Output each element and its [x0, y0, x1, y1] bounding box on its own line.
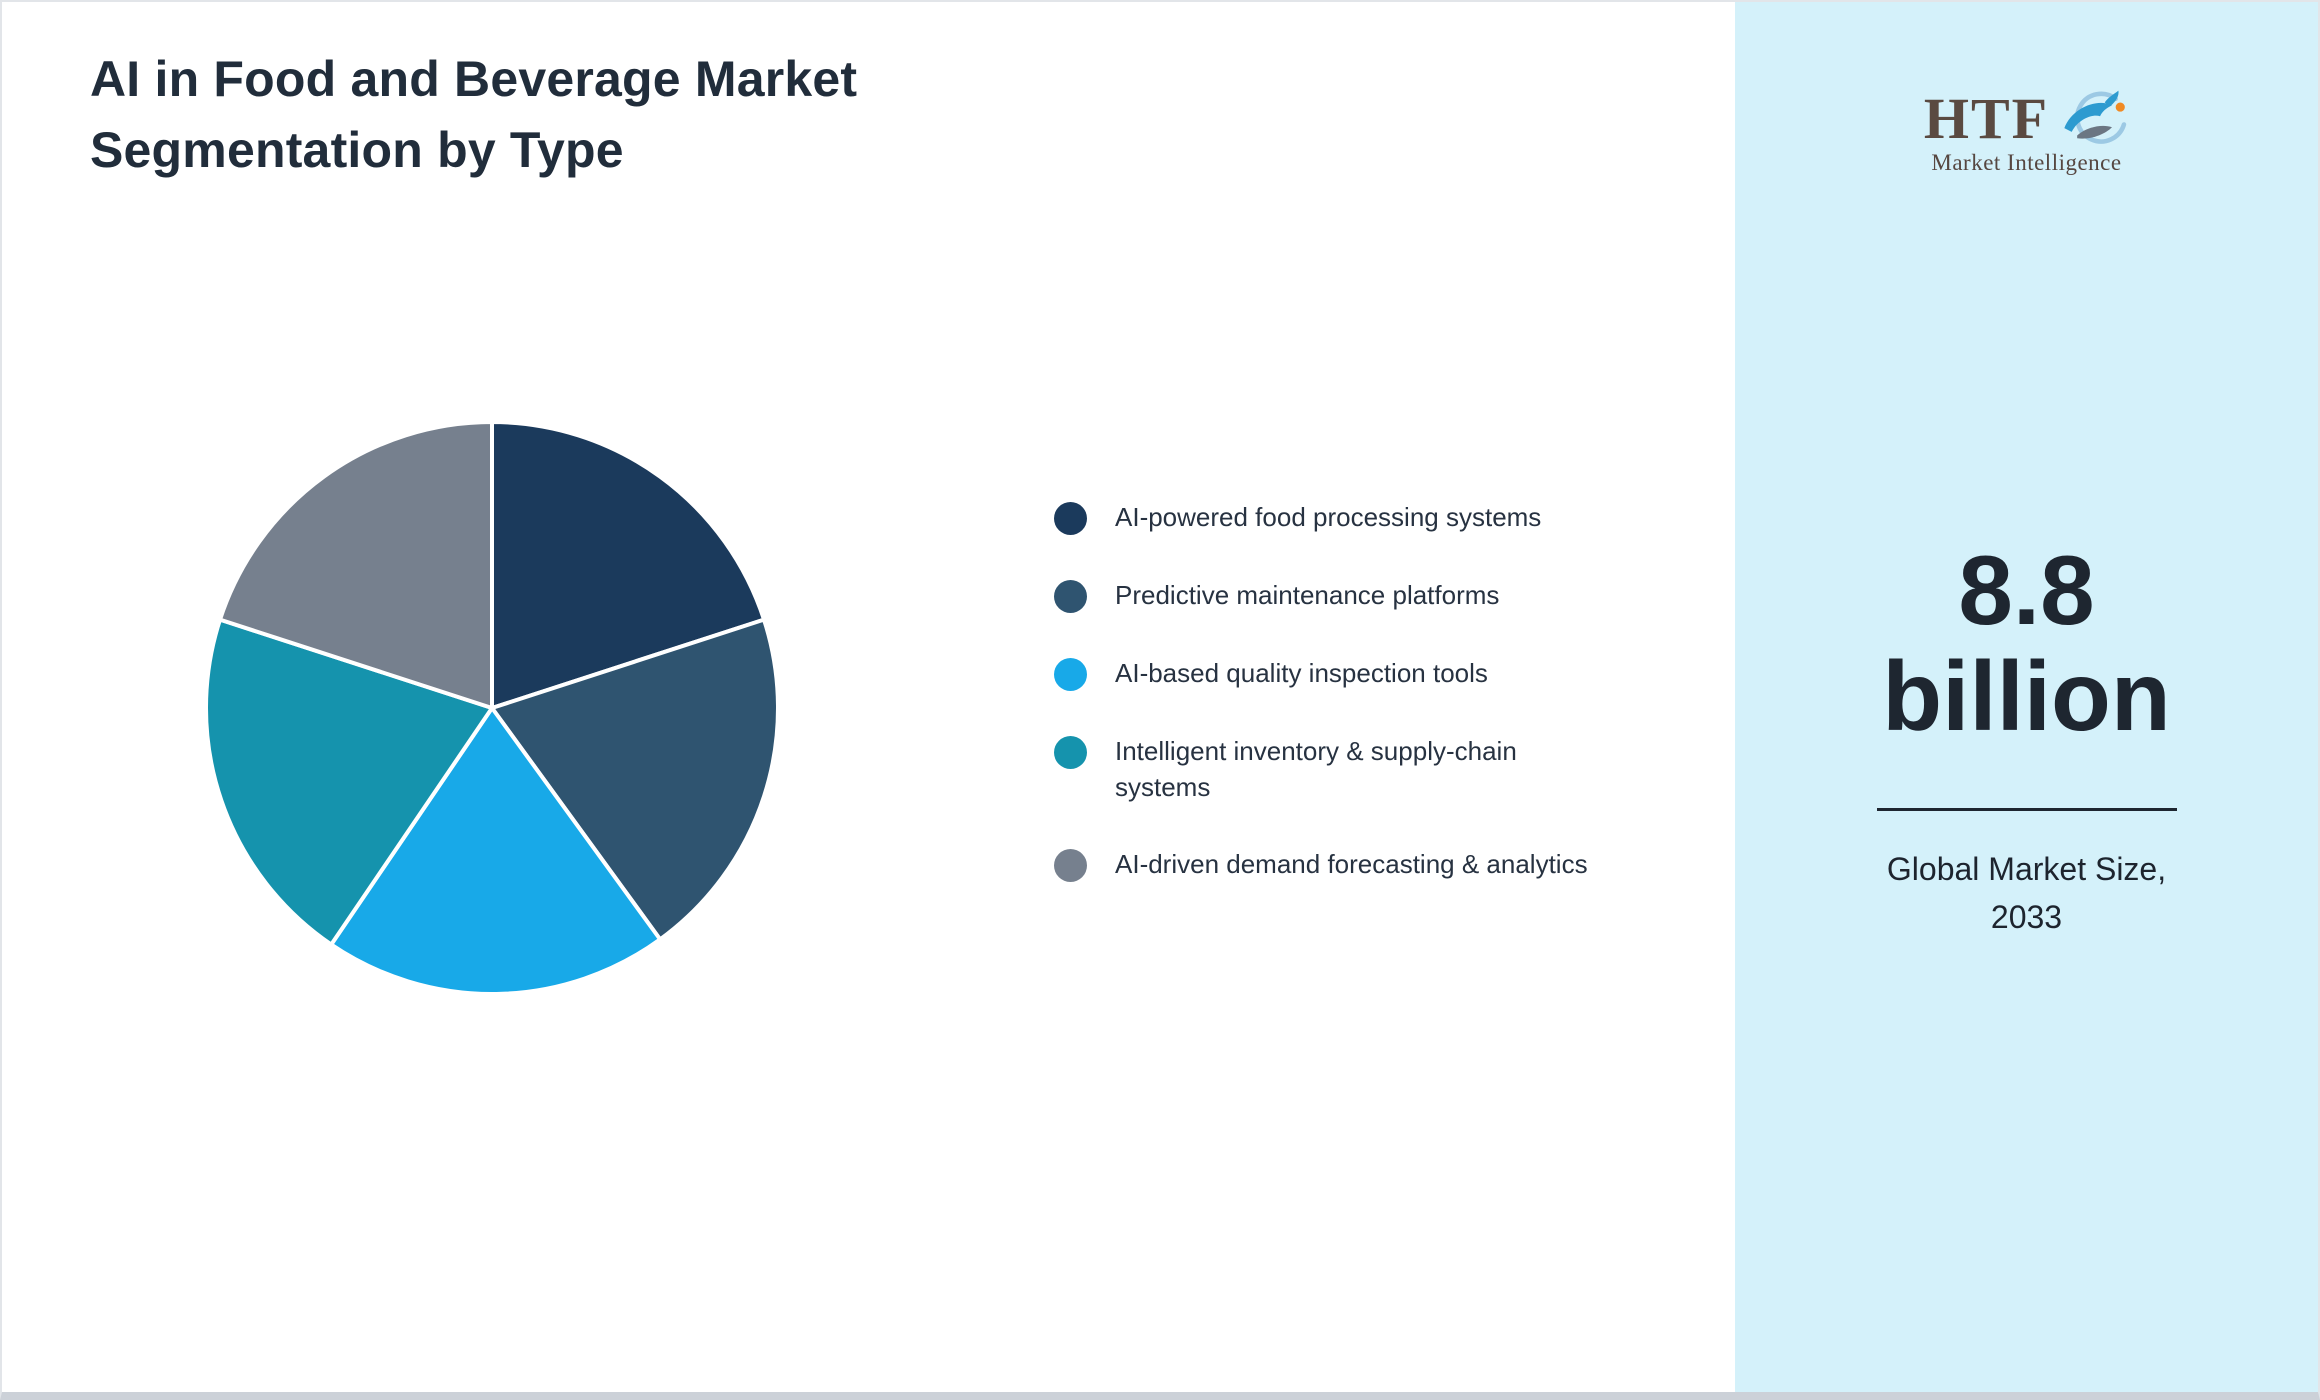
htf-logo: HTF Market Intelligence — [1735, 86, 2318, 176]
pie-slice — [218, 420, 494, 710]
legend-swatch — [1054, 502, 1087, 535]
legend-swatch — [1054, 735, 1087, 769]
pie-chart — [200, 416, 784, 1000]
logo-text: HTF — [1923, 86, 2050, 151]
legend-swatch — [1054, 849, 1087, 883]
legend: AI-powered food processing systems Predi… — [1054, 500, 1615, 883]
legend-swatch — [1054, 579, 1087, 613]
legend-swatch — [1054, 657, 1087, 691]
market-size-block: 8.8 billion Global Market Size, 2033 — [1735, 535, 2318, 941]
legend-item: Predictive maintenance platforms — [1054, 578, 1615, 614]
dolphin-logo-icon — [2064, 90, 2127, 144]
legend-item: AI-powered food processing systems — [1054, 500, 1615, 536]
legend-label: Predictive maintenance platforms — [1115, 579, 1500, 610]
legend-label: AI-based quality inspection tools — [1115, 657, 1488, 688]
legend-label: AI-driven demand forecasting & analytics — [1115, 849, 1588, 880]
legend-label: Intelligent inventory & supply-chain sys… — [1115, 735, 1517, 802]
legend-item: Intelligent inventory & supply-chain sys… — [1054, 734, 1615, 806]
pie-slice — [490, 617, 780, 942]
legend-label: AI-powered food processing systems — [1115, 502, 1542, 532]
pie-slice — [329, 706, 663, 996]
market-size-value: 8.8 — [1958, 535, 2095, 645]
logo-subtext: Market Intelligence — [1931, 150, 2122, 175]
market-size-unit: billion — [1882, 640, 2171, 751]
sidebar-panel: HTF Market Intelligence 8.8 billion Glob… — [1735, 2, 2318, 1392]
pie-slice — [490, 420, 766, 710]
market-size-caption: Global Market Size, 2033 — [1886, 850, 2167, 935]
legend-item: AI-based quality inspection tools — [1054, 656, 1615, 692]
legend-item: AI-driven demand forecasting & analytics — [1054, 847, 1615, 883]
pie-svg — [204, 420, 780, 996]
divider — [1876, 807, 2177, 811]
chart-title: AI in Food and Beverage Market Segmentat… — [90, 51, 858, 178]
pie-slice — [204, 617, 494, 947]
